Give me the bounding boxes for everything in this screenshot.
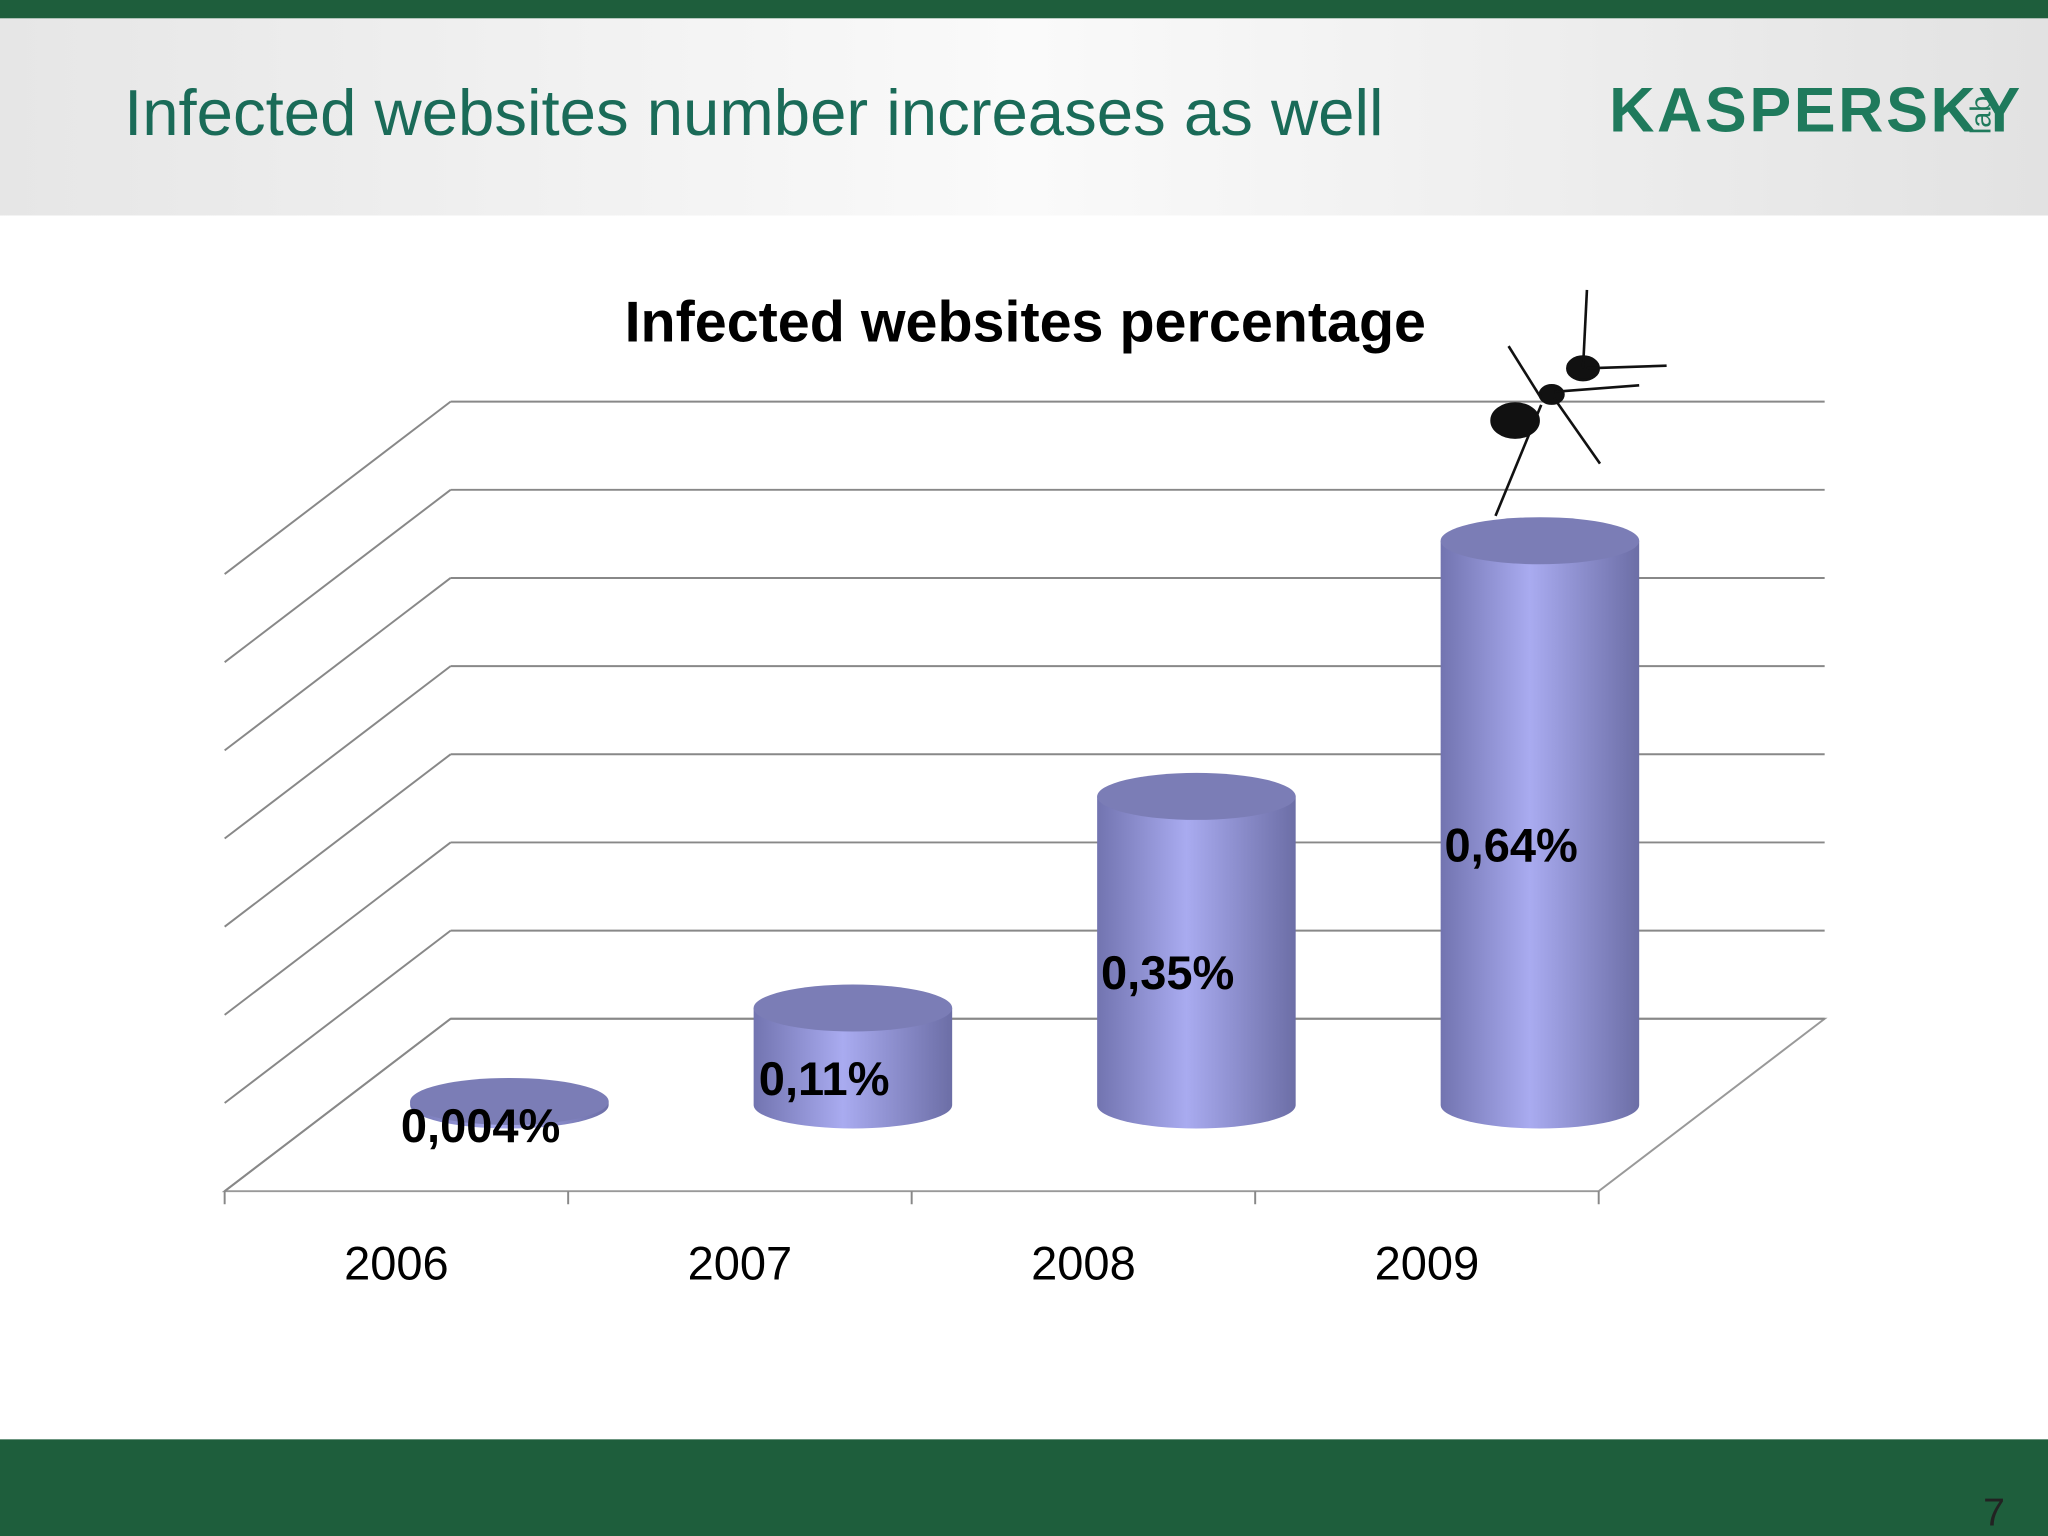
top-strip [0,0,2048,19]
cylinder-top [753,984,953,1032]
footer-band [0,1439,2048,1536]
side-grid-line [224,841,452,1016]
ant [1490,289,1667,517]
cylinder-body [1440,540,1640,1129]
value-label: 0,004% [401,1099,560,1152]
x-tick-label: 2008 [1031,1236,1136,1289]
cylinder-body [753,1008,953,1129]
cylinder-top [410,1077,609,1125]
value-label: 0,11% [759,1052,890,1105]
cylinder-body [1097,796,1296,1129]
chart-title: Infected websites percentage [625,291,1426,355]
x-tick-label: 2007 [688,1236,793,1289]
logo: KASPERSKY [1609,76,2023,146]
value-label: 0,64% [1445,818,1578,871]
side-grid-line [224,489,452,663]
side-grid-line [224,577,452,752]
cylinder-top [1097,772,1296,820]
page-number: 7 [1983,1491,2005,1534]
side-grid-line [224,929,452,1104]
x-tick-label: 2009 [1375,1236,1480,1289]
x-tick-label: 2006 [344,1236,449,1289]
side-grid-line [224,665,452,840]
side-grid-line [224,400,452,575]
value-label: 0,35% [1101,946,1234,999]
side-grid-line [224,753,452,928]
header-band [0,0,2048,216]
side-grid-line [224,1017,452,1192]
logo-suffix: lab [1965,96,1997,134]
slide-title: Infected websites number increases as we… [124,76,1383,149]
cylinder-top [1440,517,1640,565]
